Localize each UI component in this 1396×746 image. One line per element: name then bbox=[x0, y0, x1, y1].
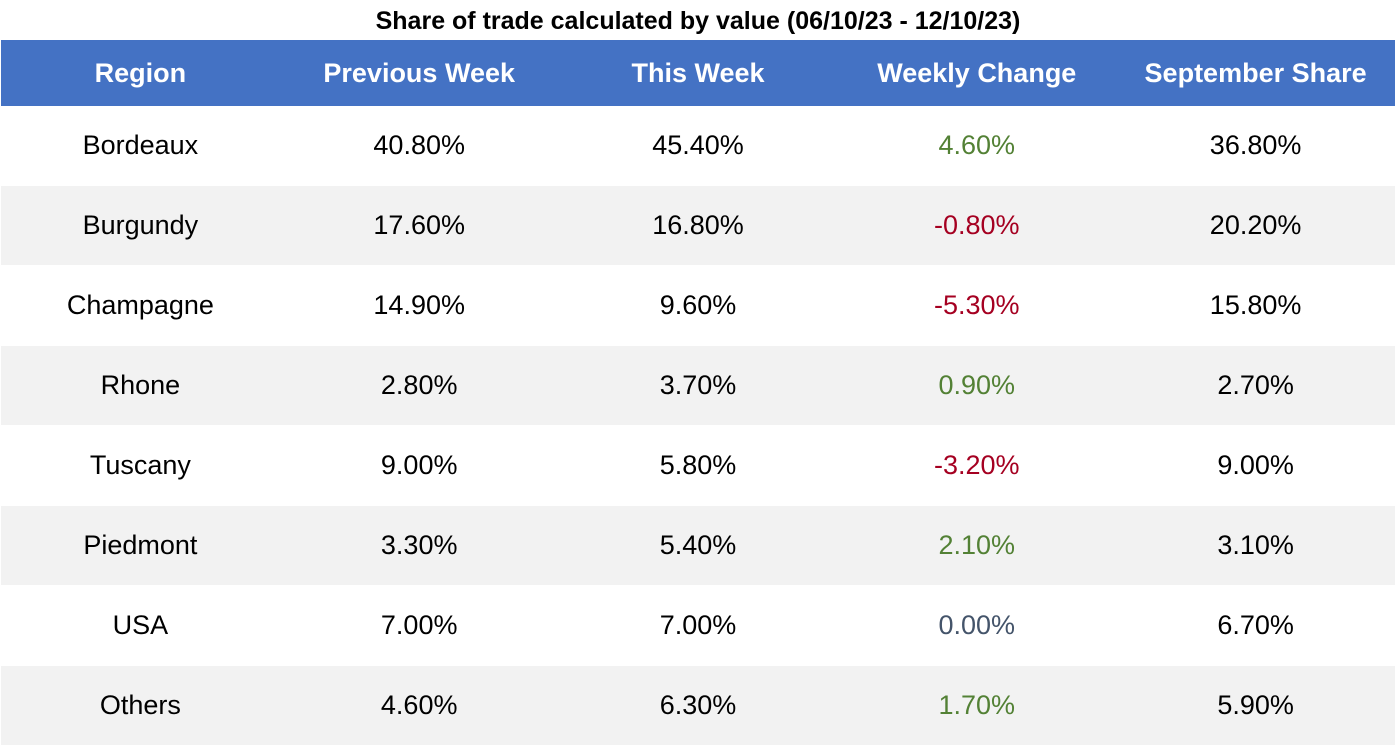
september-share-cell: 5.90% bbox=[1116, 665, 1395, 746]
september-share-cell: 2.70% bbox=[1116, 345, 1395, 426]
region-cell: Tuscany bbox=[1, 425, 280, 506]
header-weekly-change: Weekly Change bbox=[837, 40, 1117, 106]
this-week-cell: 16.80% bbox=[558, 185, 838, 266]
weekly-change-cell: 1.70% bbox=[837, 665, 1117, 746]
table-row: Champagne 14.90% 9.60% -5.30% 15.80% bbox=[1, 265, 1395, 346]
header-row: Region Previous Week This Week Weekly Ch… bbox=[1, 40, 1395, 106]
september-share-cell: 15.80% bbox=[1116, 265, 1395, 346]
table-row: Tuscany 9.00% 5.80% -3.20% 9.00% bbox=[1, 425, 1395, 506]
table-row: Rhone 2.80% 3.70% 0.90% 2.70% bbox=[1, 345, 1395, 426]
this-week-cell: 45.40% bbox=[558, 106, 838, 186]
table-row: USA 7.00% 7.00% 0.00% 6.70% bbox=[1, 585, 1395, 666]
weekly-change-cell: -3.20% bbox=[837, 425, 1117, 506]
previous-week-cell: 2.80% bbox=[279, 345, 559, 426]
region-cell: Champagne bbox=[1, 265, 280, 346]
header-previous-week: Previous Week bbox=[279, 40, 559, 106]
this-week-cell: 5.80% bbox=[558, 425, 838, 506]
september-share-cell: 36.80% bbox=[1116, 106, 1395, 186]
region-cell: Rhone bbox=[1, 345, 280, 426]
weekly-change-cell: -5.30% bbox=[837, 265, 1117, 346]
chart-title: Share of trade calculated by value (06/1… bbox=[375, 7, 1021, 35]
september-share-cell: 6.70% bbox=[1116, 585, 1395, 666]
weekly-change-cell: 0.00% bbox=[837, 585, 1117, 666]
region-cell: USA bbox=[1, 585, 280, 666]
september-share-cell: 3.10% bbox=[1116, 505, 1395, 586]
region-cell: Burgundy bbox=[1, 185, 280, 266]
trade-share-table: Region Previous Week This Week Weekly Ch… bbox=[1, 40, 1395, 746]
september-share-cell: 9.00% bbox=[1116, 425, 1395, 506]
table-row: Burgundy 17.60% 16.80% -0.80% 20.20% bbox=[1, 185, 1395, 266]
region-cell: Piedmont bbox=[1, 505, 280, 586]
this-week-cell: 3.70% bbox=[558, 345, 838, 426]
table-row: Bordeaux 40.80% 45.40% 4.60% 36.80% bbox=[1, 106, 1395, 186]
previous-week-cell: 17.60% bbox=[279, 185, 559, 266]
weekly-change-cell: -0.80% bbox=[837, 185, 1117, 266]
table-row: Others 4.60% 6.30% 1.70% 5.90% bbox=[1, 665, 1395, 746]
previous-week-cell: 9.00% bbox=[279, 425, 559, 506]
this-week-cell: 6.30% bbox=[558, 665, 838, 746]
region-cell: Others bbox=[1, 665, 280, 746]
this-week-cell: 9.60% bbox=[558, 265, 838, 346]
previous-week-cell: 14.90% bbox=[279, 265, 559, 346]
september-share-cell: 20.20% bbox=[1116, 185, 1395, 266]
weekly-change-cell: 4.60% bbox=[837, 106, 1117, 186]
header-region: Region bbox=[1, 40, 280, 106]
this-week-cell: 7.00% bbox=[558, 585, 838, 666]
this-week-cell: 5.40% bbox=[558, 505, 838, 586]
previous-week-cell: 4.60% bbox=[279, 665, 559, 746]
previous-week-cell: 7.00% bbox=[279, 585, 559, 666]
header-this-week: This Week bbox=[558, 40, 838, 106]
weekly-change-cell: 0.90% bbox=[837, 345, 1117, 426]
table-row: Piedmont 3.30% 5.40% 2.10% 3.10% bbox=[1, 505, 1395, 586]
previous-week-cell: 40.80% bbox=[279, 106, 559, 186]
weekly-change-cell: 2.10% bbox=[837, 505, 1117, 586]
header-september-share: September Share bbox=[1116, 40, 1395, 106]
region-cell: Bordeaux bbox=[1, 106, 280, 186]
previous-week-cell: 3.30% bbox=[279, 505, 559, 586]
